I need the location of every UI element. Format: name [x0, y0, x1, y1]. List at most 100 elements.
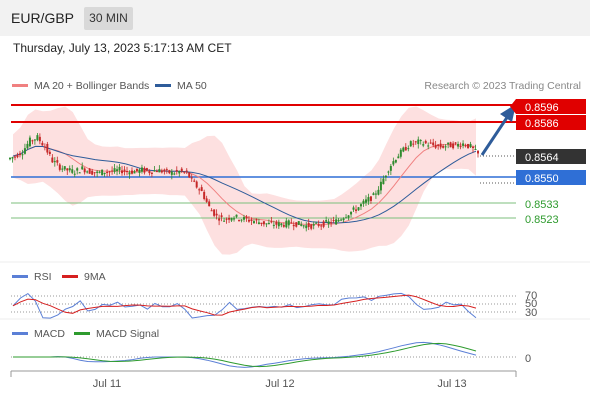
tag-text-3: 0.8550: [525, 173, 559, 185]
candle-body: [121, 170, 124, 174]
candle-body: [198, 189, 201, 191]
candle-body: [78, 172, 81, 174]
candle-body: [163, 169, 166, 172]
candle-body: [322, 221, 325, 227]
candle-body: [23, 148, 26, 154]
candle-body: [56, 160, 59, 163]
candle-body: [16, 155, 19, 158]
legend-9ma: 9MA: [62, 271, 106, 283]
candle-body: [143, 167, 146, 173]
candle-body: [432, 142, 435, 146]
x-label-jul11: Jul 11: [93, 378, 122, 390]
candle-body: [43, 146, 46, 148]
candle-body: [135, 168, 138, 171]
candle-body: [252, 221, 255, 224]
candle-body: [86, 171, 89, 173]
candle-body: [158, 169, 161, 173]
candle-body: [325, 220, 328, 222]
candle-body: [83, 168, 86, 173]
candle-body: [332, 220, 335, 222]
legend-9ma-label: 9MA: [84, 271, 106, 283]
candle-body: [434, 144, 437, 148]
tag-text-5: 0.8523: [525, 214, 559, 226]
candle-body: [123, 169, 126, 172]
candle-body: [364, 199, 367, 203]
ma50-line: [12, 145, 477, 224]
candle-body: [292, 224, 295, 227]
candle-body: [474, 148, 477, 150]
candle-body: [168, 170, 171, 174]
header-bar: EUR/GBP 30 MIN: [0, 0, 590, 36]
candle-body: [178, 171, 181, 174]
candle-body: [327, 221, 330, 225]
bollinger-band: [13, 106, 476, 255]
macd-signal-swatch: [74, 331, 90, 335]
price-tag-0.8596: 0.8596: [510, 99, 586, 114]
candle-body: [447, 142, 450, 145]
candle-body: [208, 201, 211, 207]
candle-body: [282, 224, 285, 227]
candle-body: [424, 140, 427, 144]
candle-body: [270, 221, 273, 223]
candle-body: [185, 170, 188, 172]
candle-body: [414, 141, 417, 143]
timeframe-button[interactable]: 30 MIN: [84, 7, 133, 30]
legend-macd: MACD: [12, 328, 65, 340]
candle-body: [71, 169, 74, 173]
candle-body: [394, 159, 397, 163]
candle-body: [11, 157, 14, 159]
candle-body: [444, 146, 447, 148]
rsi-30-label: 30: [525, 307, 537, 319]
candle-body: [362, 200, 365, 204]
candle-body: [417, 139, 420, 145]
candle-body: [427, 145, 430, 147]
tag-text-4: 0.8533: [525, 199, 559, 211]
candle-body: [462, 143, 465, 146]
candle-body: [9, 157, 11, 160]
candle-body: [272, 224, 275, 226]
candle-body: [464, 145, 467, 147]
legend-macd-signal: MACD Signal: [74, 328, 159, 340]
rsi-line: [12, 292, 477, 319]
candle-body: [357, 207, 360, 211]
macd-0-label: 0: [525, 353, 531, 365]
candle-body: [130, 170, 133, 174]
candle-body: [352, 207, 355, 210]
candle-body: [422, 144, 425, 146]
candle-body: [225, 218, 228, 220]
candle-body: [41, 142, 44, 146]
candle-body: [337, 219, 340, 222]
candle-body: [320, 225, 323, 227]
candle-body: [369, 196, 372, 201]
candle-body: [213, 209, 216, 216]
candle-body: [439, 143, 442, 148]
candle-body: [183, 171, 186, 173]
candle-body: [38, 136, 41, 142]
legend-ma20-label: MA 20 + Bollinger Bands: [34, 80, 150, 92]
candle-body: [175, 169, 178, 172]
candle-body: [101, 169, 104, 176]
candle-body: [203, 191, 206, 199]
candle-body: [138, 169, 141, 174]
candle-body: [46, 143, 49, 153]
ma50-swatch: [155, 83, 171, 87]
legend-macd-label: MACD: [34, 328, 65, 340]
candle-body: [345, 217, 348, 219]
candle-body: [384, 175, 387, 178]
candle-body: [28, 137, 31, 147]
candle-body: [63, 166, 66, 170]
candle-body: [218, 218, 221, 221]
x-label-jul12: Jul 12: [265, 378, 294, 390]
candle-body: [280, 223, 283, 226]
candle-body: [295, 222, 298, 227]
legend-rsi-label: RSI: [34, 271, 52, 283]
candle-body: [190, 177, 193, 179]
candle-body: [300, 224, 303, 226]
candle-body: [230, 218, 233, 221]
legend-ma50-label: MA 50: [177, 80, 207, 92]
candle-body: [372, 193, 375, 195]
tag-text-1: 0.8586: [525, 118, 559, 130]
candle-body: [287, 220, 290, 226]
candle-body: [153, 170, 156, 172]
